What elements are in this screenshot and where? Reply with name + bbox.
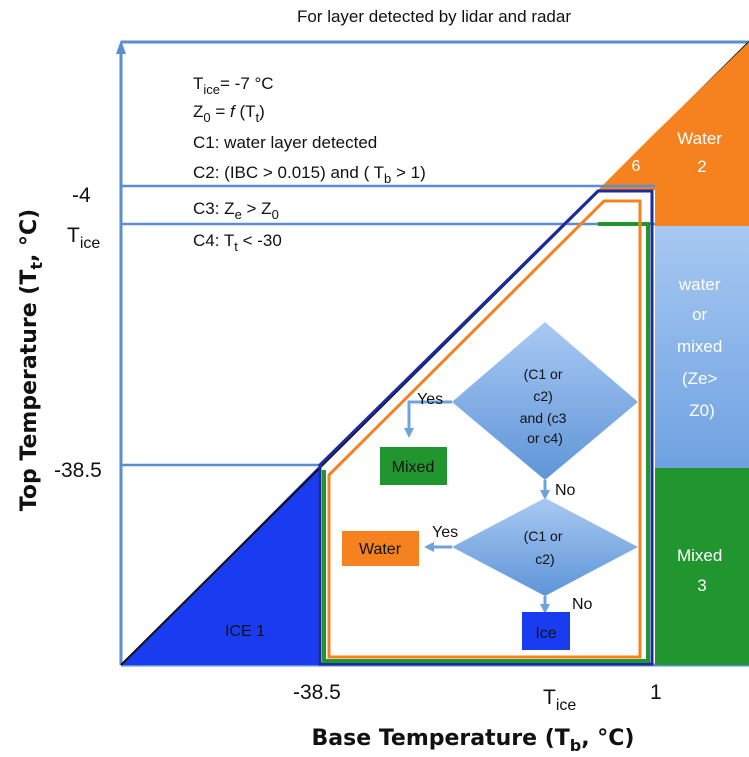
ice1-label: ICE 1 bbox=[225, 623, 265, 640]
no-label-2: No bbox=[572, 596, 593, 613]
navy-outline bbox=[318, 189, 654, 666]
decision-diamond-1 bbox=[452, 322, 638, 480]
y-tick-minus385: -38.5 bbox=[54, 459, 102, 482]
diagram-title: For layer detected by lidar and radar bbox=[297, 7, 571, 26]
mixed3-band bbox=[655, 468, 749, 665]
x-axis-title: Base Temperature (Tb, °C) bbox=[312, 726, 635, 755]
outcome-water-label: Water bbox=[359, 541, 402, 558]
yes-arrow-1 bbox=[404, 400, 452, 438]
water2-band bbox=[655, 42, 749, 226]
decision-2-text: (C1 or c2) bbox=[524, 528, 567, 567]
orange-outline bbox=[327, 199, 642, 659]
y-tick-tice: Tice bbox=[67, 224, 100, 252]
water2-label: Water 2 bbox=[677, 129, 726, 176]
condition-c3: C3: Ze > Z0 bbox=[193, 199, 279, 222]
outcome-water-box bbox=[342, 531, 419, 566]
yes-label-2: Yes bbox=[432, 524, 458, 541]
y-axis-title: Top Temperature (Tt, °C) bbox=[17, 209, 46, 511]
water-or-mixed-band bbox=[655, 226, 749, 468]
region-6 bbox=[598, 133, 655, 190]
mixed3-label: Mixed 3 bbox=[677, 546, 727, 595]
x-tick-minus385: -38.5 bbox=[293, 681, 341, 704]
green-outline bbox=[322, 222, 650, 663]
condition-tice: Tice= -7 °C bbox=[193, 74, 274, 97]
condition-c1: C1: water layer detected bbox=[193, 133, 377, 152]
outcome-ice-box bbox=[522, 612, 570, 650]
water-or-mixed-label: water or mixed (Ze> Z0) bbox=[677, 275, 727, 420]
condition-z0: Z0 = f (Tt) bbox=[193, 102, 265, 125]
x-tick-one: 1 bbox=[650, 681, 662, 704]
decision-diamond-2 bbox=[452, 498, 638, 596]
x-tick-tice: Tice bbox=[543, 686, 576, 714]
outcome-ice-label: Ice bbox=[535, 625, 556, 642]
y-axis-arrowhead bbox=[116, 40, 126, 54]
outcome-mixed-box bbox=[380, 447, 447, 485]
condition-c4: C4: Tt < -30 bbox=[193, 231, 282, 254]
outcome-mixed-label: Mixed bbox=[392, 459, 435, 476]
yes-label-1: Yes bbox=[417, 391, 443, 408]
no-label-1: No bbox=[555, 482, 576, 499]
region-6-label: 6 bbox=[632, 158, 641, 175]
condition-c2: C2: (IBC > 0.015) and ( Tb > 1) bbox=[193, 163, 426, 186]
decision-1-text: (C1 or c2) and (c3 or c4) bbox=[520, 366, 571, 446]
y-tick-minus4: -4 bbox=[72, 184, 91, 207]
